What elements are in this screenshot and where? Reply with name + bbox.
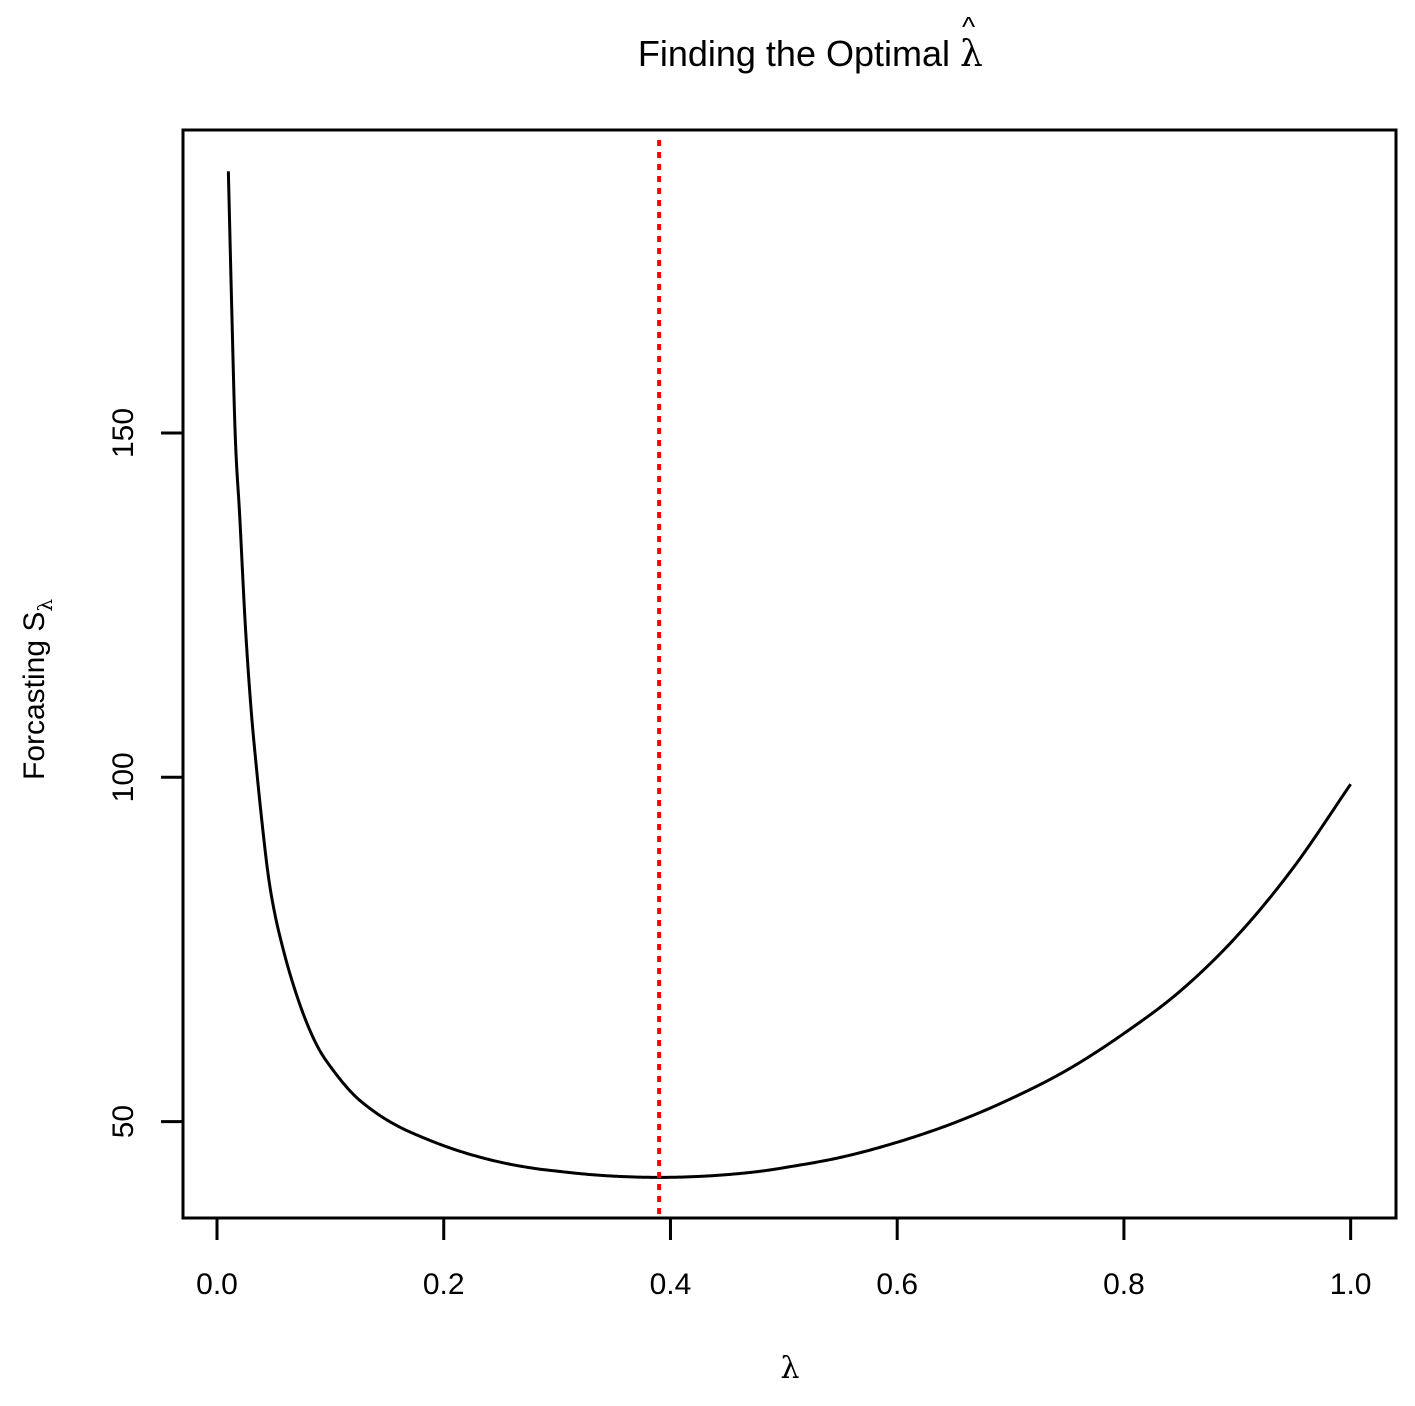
chart-title: Finding the Optimal [638,33,950,74]
x-tick-label: 0.0 [196,1268,238,1301]
x-tick-label: 0.2 [423,1268,465,1301]
x-tick-label: 0.4 [650,1268,692,1301]
x-axis-label: λ [780,1351,799,1386]
title-lambda-symbol: λ [960,34,983,75]
x-axis: 0.0 0.2 0.4 0.6 0.8 1.0 [196,1216,1372,1301]
y-axis-label-subscript: λ [33,599,57,612]
y-axis-label-text: Forcasting S [18,612,51,780]
title-hat-symbol: ^ [962,11,975,42]
y-tick-label: 50 [107,1105,140,1138]
y-tick-label: 100 [107,752,140,802]
y-tick-label: 150 [107,408,140,458]
plot-frame [181,128,1398,1220]
x-tick-label: 0.8 [1103,1268,1145,1301]
y-axis: 50 100 150 [107,408,185,1138]
x-tick-label: 0.6 [876,1268,918,1301]
y-axis-label: Forcasting Sλ [18,599,57,780]
x-tick-label: 1.0 [1330,1268,1372,1301]
series-line [226,171,1352,1179]
series-layer [226,171,1352,1179]
